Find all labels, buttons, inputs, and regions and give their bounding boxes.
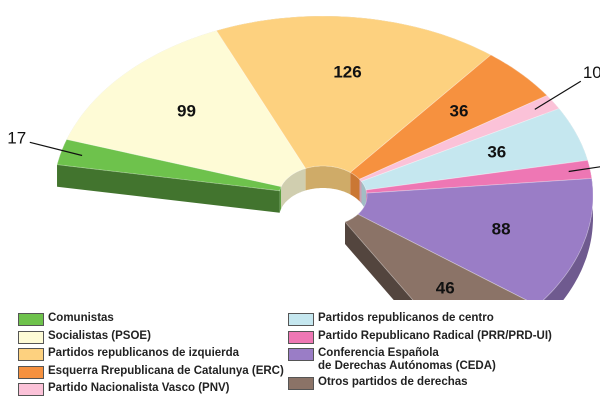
legend-label-line: Conferencia Española — [318, 347, 439, 359]
legend-label: Conferencia Española de Derechas Autónom… — [318, 347, 496, 372]
legend-swatch — [288, 330, 314, 344]
legend-label: Partido Nacionalista Vasco (PNV) — [48, 382, 230, 394]
legend-swatch — [288, 376, 314, 390]
chart-value-label: 46 — [436, 279, 455, 298]
legend-label: Esquerra Rrepublicana de Catalunya (ERC) — [48, 364, 284, 377]
legend-label-line: de Derechas Autónomas (CEDA) — [318, 359, 496, 372]
chart-segment — [344, 213, 528, 300]
legend-item: Otros partidos de derechas — [288, 376, 552, 390]
chart-leader-line — [29, 141, 83, 157]
chart-segment-inner-wall — [359, 179, 362, 204]
legend-label: Partido Republicano Radical (PRR/PRD-UI) — [318, 329, 552, 342]
chart-seat-labels: 1799126361036128846 — [7, 63, 600, 298]
legend-label: Partidos republicanos de centro — [318, 312, 494, 324]
legend-item: Comunistas — [18, 312, 284, 326]
chart-end-cap — [57, 164, 280, 213]
legend-swatch — [18, 348, 44, 361]
legend-swatch — [18, 365, 44, 379]
legend-label: Otros partidos de derechas — [318, 375, 468, 388]
chart-value-label: 99 — [177, 102, 196, 121]
legend-item: Socialistas (PSOE) — [18, 330, 284, 344]
legend-swatch — [18, 330, 44, 344]
legend-label: Socialistas (PSOE) — [48, 329, 151, 342]
chart-value-label: 88 — [492, 220, 511, 239]
legend-swatch — [18, 383, 44, 396]
chart-value-label: 126 — [333, 63, 361, 82]
chart-value-label: 36 — [487, 143, 506, 162]
chart-end-cap — [345, 222, 413, 300]
chart-leader-line — [534, 80, 582, 110]
legend-swatch — [288, 348, 314, 361]
legend-right: Partidos republicanos de centro Partido … — [288, 312, 552, 393]
chart-segment-inner-wall — [305, 166, 351, 195]
chart-segment-inner-wall — [361, 181, 367, 212]
legend-item: Conferencia Española de Derechas Autónom… — [288, 347, 552, 372]
legend-label: Partidos republicanos de izquierda — [48, 347, 240, 359]
chart-segment-inner-wall — [279, 186, 282, 213]
chart-top-faces — [56, 15, 594, 300]
legend-swatch — [18, 313, 44, 326]
chart-segment — [365, 159, 593, 194]
legend-item: Esquerra Rrepublicana de Catalunya (ERC) — [18, 365, 284, 379]
legend-item: Partidos republicanos de izquierda — [18, 347, 284, 361]
legend-item: Partido Nacionalista Vasco (PNV) — [18, 382, 284, 396]
legend-label: Comunistas — [48, 312, 114, 324]
chart-value-label: 17 — [7, 128, 26, 147]
chart-segment-side — [543, 178, 593, 300]
legend-swatch — [288, 313, 314, 326]
chart-segment-inner-wall — [350, 172, 360, 202]
parliament-chart: 1799126361036128846 — [7, 15, 600, 300]
legend-item: Partido Republicano Radical (PRR/PRD-UI) — [288, 330, 552, 344]
legend-item: Partidos republicanos de centro — [288, 312, 552, 326]
chart-leader-line — [568, 166, 600, 173]
chart-value-label: 10 — [583, 63, 600, 82]
legend-left: Comunistas Socialistas (PSOE) Partidos r… — [18, 312, 284, 400]
chart-value-label: 36 — [450, 101, 469, 120]
chart-segment-inner-wall — [281, 168, 306, 209]
